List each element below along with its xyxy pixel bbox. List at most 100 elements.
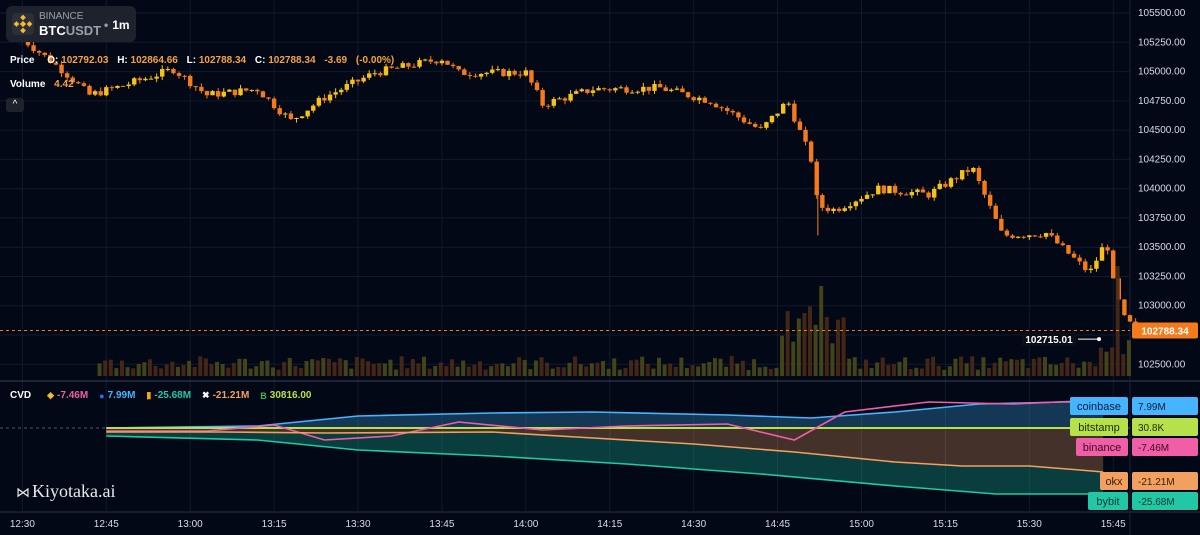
volume-bar [243,358,248,376]
volume-bar [942,369,947,376]
candle-body [1127,315,1133,322]
candle-body [154,76,159,79]
cvd-tag-okx [1132,472,1198,490]
candle-body [1105,247,1110,251]
volume-bar [505,366,510,376]
candle-body [870,194,875,196]
cvd-band-okx [106,428,1104,472]
volume-bar [399,356,404,376]
volume-bar [656,357,661,376]
candle-body [104,87,109,96]
collapse-button[interactable]: ^ [6,98,24,112]
candle-body [943,183,948,187]
candle-body [25,38,31,46]
cvd-name-tag-coinbase [1070,397,1128,415]
butterfly-icon: ⋈ [16,486,30,501]
volume-bar [953,358,958,376]
candle-body [277,108,282,115]
candle-body [305,110,310,117]
volume-bar [931,356,936,376]
candle-body [215,91,221,97]
candle-body [848,206,853,209]
candle-body [87,85,92,95]
volume-bar [1104,351,1109,376]
candle-body [1043,233,1049,237]
volume-bar [164,364,169,376]
volume-bar [103,360,108,376]
volume-bar [735,363,740,376]
okx-icon: ✖ [202,390,210,400]
volume-bar [875,362,880,376]
volume-bar [606,368,611,376]
cvd-legend-bybit: ▮ -25.68M [146,390,191,401]
candle-body [579,89,584,92]
volume-bar [108,359,113,376]
cvd-name-label-okx: okx [1105,476,1123,488]
candle-body [36,51,42,53]
cvd-value-bybit: -25.68M [154,390,192,401]
volume-legend: Volume 4.42 [10,79,74,90]
volume-bar [175,366,180,376]
candle-body [495,69,501,71]
volume-bar [349,368,354,376]
candle-body [227,89,232,92]
volume-bar [466,366,471,376]
candle-body [932,188,937,198]
candle-body [92,91,98,95]
volume-bar [634,359,639,376]
volume-bar [595,362,600,376]
candle-body [999,218,1004,231]
volume-bar [159,368,164,376]
candle-body [316,97,322,106]
volume-bar [589,363,594,376]
volume-label: Volume [10,79,46,90]
symbol-header[interactable]: BINANCE BTCUSDT • 1m [6,6,136,42]
candle-body [780,103,786,114]
volume-bar [310,359,315,376]
x-tick-label: 14:00 [513,519,538,530]
volume-bar [785,311,790,376]
candle-body [327,94,333,101]
close-label: C: [254,55,266,66]
candle-body [176,73,182,76]
x-tick-label: 13:15 [262,519,287,530]
candle-body [725,108,730,111]
candle-body [333,92,338,95]
volume-bar [623,368,628,376]
candle-body [1038,236,1043,238]
open-value: 102792.03 [61,55,109,66]
candle-body [529,70,534,83]
timeframe-label[interactable]: • 1m [104,18,130,32]
candle-body [450,64,456,67]
volume-bar [416,363,421,376]
cvd-tag-value-okx: -21.21M [1138,477,1175,488]
volume-bar [1015,359,1019,376]
candle-body [389,66,394,68]
x-tick-label: 12:30 [10,519,35,530]
candle-body [501,69,506,77]
volume-bar [578,364,583,376]
volume-bar [668,363,673,376]
volume-bar [796,318,801,376]
candle-body [607,89,612,91]
volume-bar [724,366,729,376]
candle-body [109,87,115,89]
x-tick-label: 14:45 [765,519,790,530]
volume-bar [981,357,986,376]
binance-icon [12,13,34,35]
candle-body [590,90,596,93]
candle-body [825,207,831,212]
volume-bar [539,357,544,376]
volume-bar [405,368,410,376]
y-tick-label: 103250.00 [1138,271,1186,282]
volume-bar [1082,361,1087,376]
volume-bar [567,362,572,376]
marker-price-box [1022,332,1076,347]
volume-bar [1115,266,1120,376]
candle-body [98,91,103,96]
candle-body [652,84,657,91]
current-price-tag [1132,322,1198,339]
volume-bar [125,367,130,376]
cvd-lines [106,399,1104,495]
